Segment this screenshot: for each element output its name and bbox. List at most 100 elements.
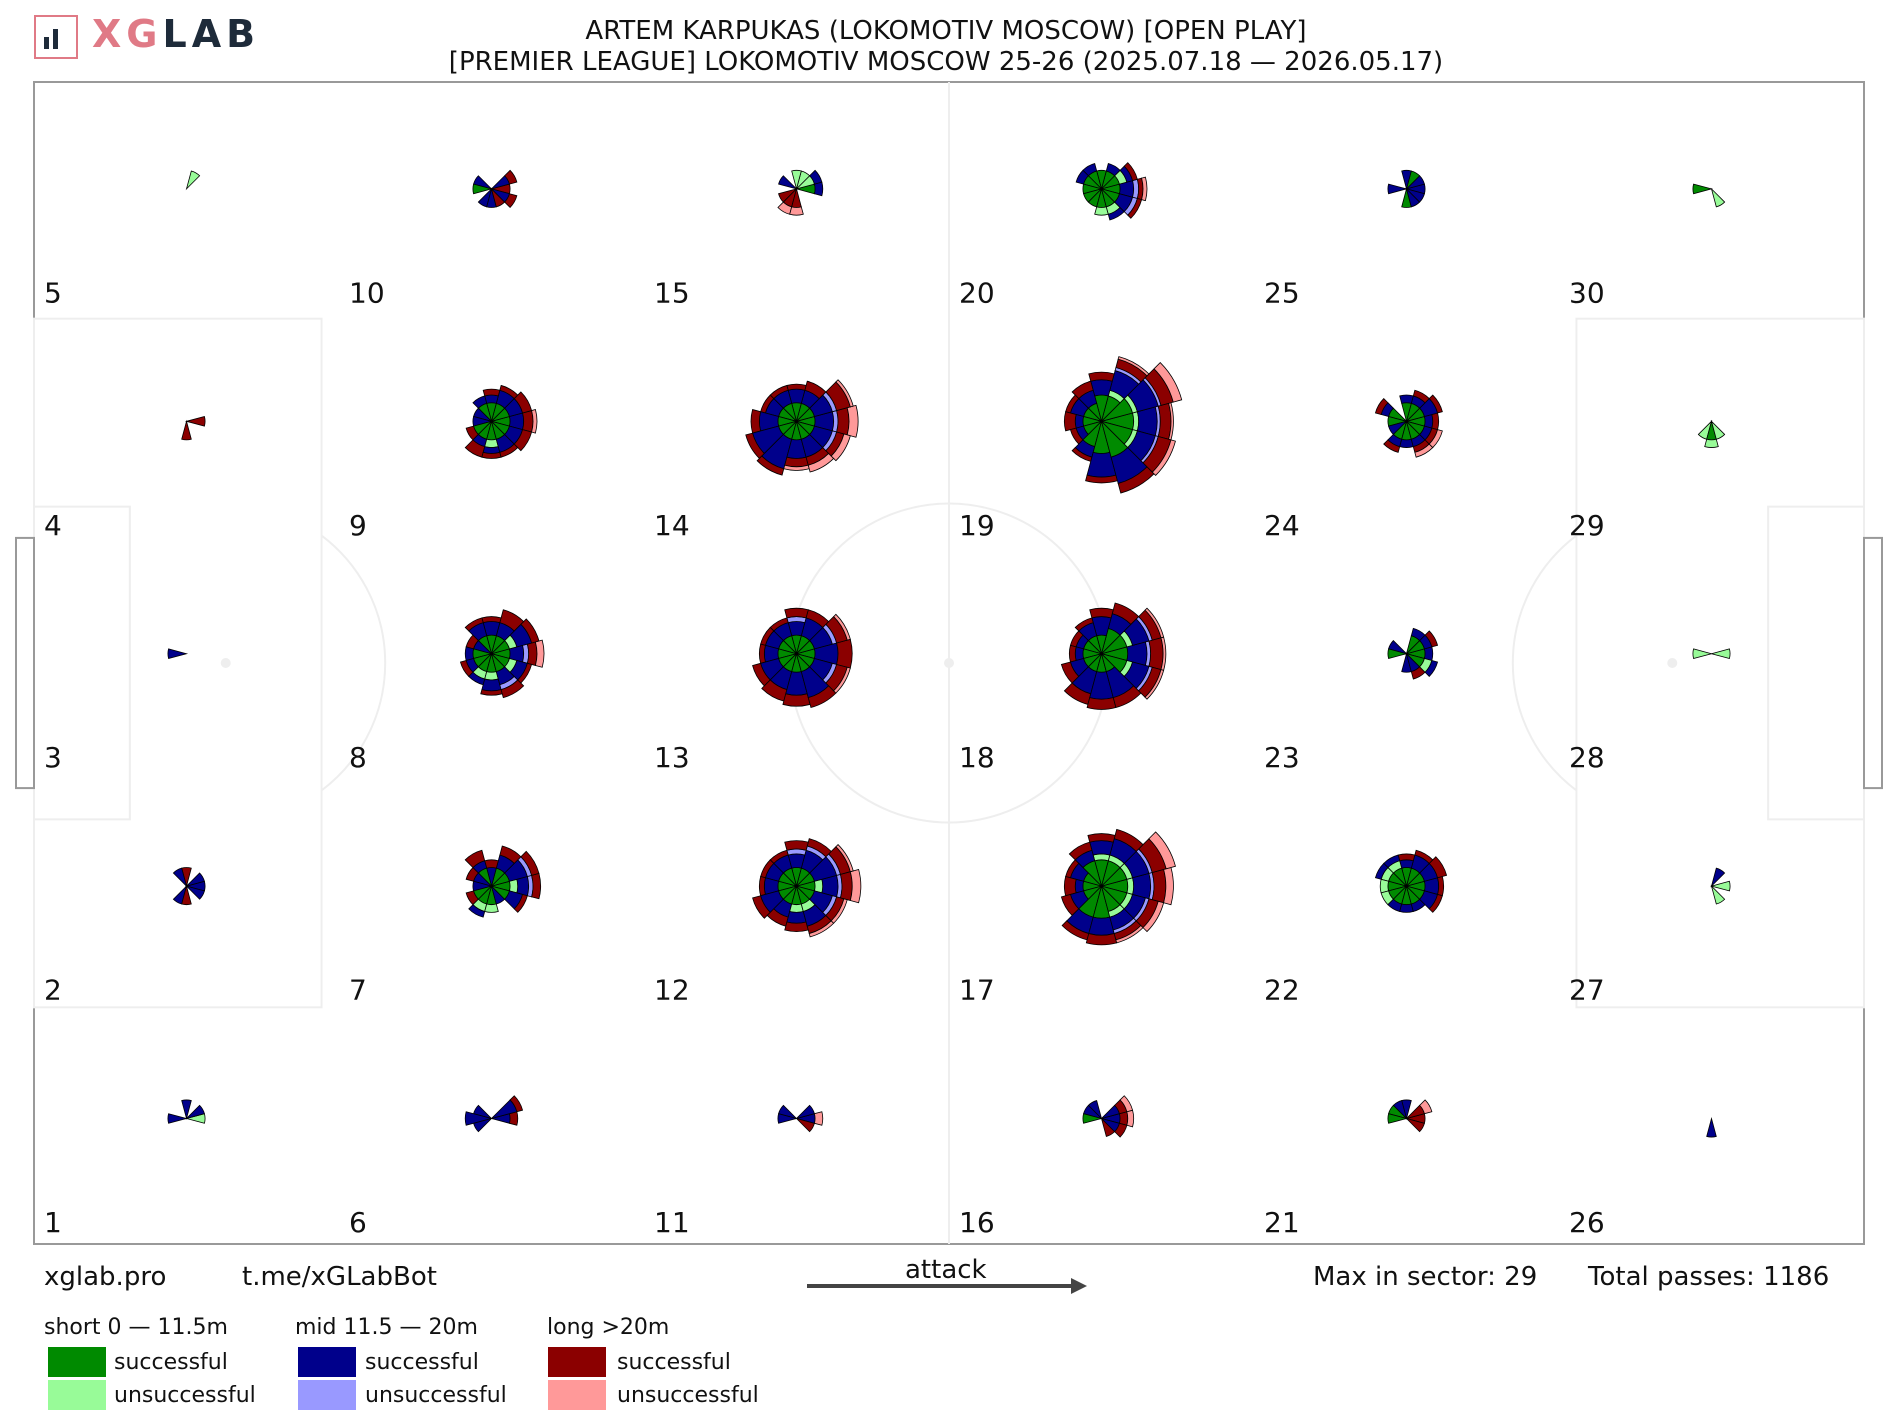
legend-long-success-swatch [548,1347,606,1377]
rose-wedge-z9-s9 [481,451,502,459]
rose-wedge-z17-s3 [1087,833,1116,843]
legend-short-title: short 0 — 11.5m [44,1315,228,1340]
rose-wedge-z7-s5 [465,866,479,882]
rose-wedge-z17-s0 [1126,877,1135,895]
pass-rose-zone-2 [172,867,206,906]
zone-number-19: 19 [959,509,995,542]
rose-wedge-z8-s11 [517,662,533,684]
rose-wedge-z21-s11 [1405,1117,1425,1133]
rose-wedge-z6-s6 [464,1111,494,1126]
rose-wedge-z12-s1 [835,844,854,873]
brand-logo: XGLAB [92,12,260,56]
rose-wedge-z22-s1 [1428,856,1448,879]
pass-rose-zone-7 [464,845,541,918]
rose-wedge-z19-s2 [1117,356,1150,377]
total-passes: Total passes: 1186 [1588,1262,1830,1292]
rose-wedge-z11-s6 [777,1113,799,1124]
pass-rose-zone-29 [1697,419,1726,448]
right-goal [1863,536,1883,790]
logo-icon [34,15,78,59]
rose-wedge-z2-s11 [185,885,205,900]
pitch-lines [15,81,1883,1245]
legend-long-fail-label: unsuccessful [617,1383,759,1408]
rose-wedge-z19-s1 [1153,362,1183,403]
rose-wedge-z13-s3 [784,607,809,619]
rose-wedge-z28-s6 [1692,648,1714,659]
rose-wedge-z25-s6 [1387,183,1409,195]
legend-short-success-swatch [48,1347,106,1377]
rose-wedge-z18-s11 [1144,669,1165,700]
zone-number-10: 10 [349,276,385,309]
pass-rose-zone-1 [167,1099,206,1124]
rose-wedge-z12-s9 [784,921,809,932]
legend-long-success-label: successful [617,1350,731,1375]
rose-wedge-z19-s0 [1157,402,1172,440]
rose-wedge-z6-s1 [509,1095,524,1113]
rose-wedge-z23-s1 [1424,630,1439,648]
rose-wedge-z21-s1 [1419,1099,1433,1115]
zone-number-2: 2 [44,974,62,1007]
rose-wedge-z13-s11 [833,666,851,694]
pass-rose-zone-15 [777,169,824,216]
rose-wedge-z22-s0 [1437,876,1445,897]
rose-wedge-z13-s9 [782,693,811,707]
zone-labels: 1234567891011121314151617181920212223242… [44,276,1605,1239]
bot-link[interactable]: t.me/xGLabBot [242,1262,437,1292]
zone-number-3: 3 [44,741,62,774]
rose-wedge-z18-s1 [1144,607,1165,639]
zone-number-12: 12 [654,974,690,1007]
rose-wedge-z14-s3 [786,383,807,391]
rose-wedge-z29-s10 [1710,419,1726,440]
rose-wedge-z4-s9 [181,419,192,441]
rose-wedge-z17-s0 [1151,868,1167,904]
rose-wedge-z7-s4 [464,849,486,869]
zone-number-17: 17 [959,974,995,1007]
zone-number-20: 20 [959,276,995,309]
rose-wedge-z8-s3 [481,616,502,624]
rose-wedge-z24-s5 [1374,397,1389,415]
pass-rose-zone-6 [464,1095,524,1133]
rose-wedge-z18-s2 [1111,602,1140,625]
pass-rose-zone-10 [472,169,518,209]
pass-rose-zone-24 [1374,389,1443,458]
rose-wedge-z7-s9 [484,903,499,913]
rose-wedge-z6-s7 [473,1117,493,1133]
zone-number-21: 21 [1264,1206,1300,1239]
right-penalty-arc [1511,534,1578,792]
legend-mid-success-swatch [298,1347,356,1377]
rose-wedge-z20-s2 [1105,163,1121,177]
rose-wedge-z27-s2 [1710,867,1726,888]
rose-wedge-z12-s6 [758,876,766,897]
pass-rose-zone-22 [1374,849,1448,913]
rose-wedge-z17-s6 [1063,876,1077,897]
rose-wedge-z2-s1 [185,872,205,887]
rose-wedge-z24-s1 [1428,394,1443,414]
pass-rose-zone-14 [745,379,859,476]
rose-wedge-z30-s10 [1710,187,1726,208]
rose-wedge-z13-s6 [758,643,766,664]
rose-wedge-z7-s11 [513,893,528,913]
zone-number-4: 4 [44,509,62,542]
chart-subtitle: [PREMIER LEAGUE] LOKOMOTIV MOSCOW 25-26 … [448,47,1444,77]
pass-rose-zone-21 [1387,1099,1433,1133]
rose-wedge-z17-s1 [1148,831,1176,870]
bar-chart-icon [44,29,58,49]
site-link[interactable]: xglab.pro [44,1262,167,1292]
rose-wedge-z28-s0 [1709,648,1731,659]
rose-wedge-z17-s3 [1089,840,1114,856]
rose-wedge-z14-s8 [756,455,785,476]
rose-wedge-z12-s0 [849,868,862,904]
pass-rose-zone-11 [777,1104,824,1133]
zone-number-7: 7 [349,974,367,1007]
rose-wedge-z12-s7 [752,895,771,919]
rose-wedge-z14-s9 [784,456,809,468]
zone-number-28: 28 [1569,741,1605,774]
rose-wedge-z10-s6 [472,183,494,195]
pass-rose-zone-27 [1709,867,1731,905]
pass-rose-zone-28 [1692,648,1731,659]
pass-rose-zone-18 [1060,602,1167,710]
rose-wedge-z24-s8 [1383,439,1401,453]
rose-wedge-z12-s11 [830,898,848,924]
zone-number-25: 25 [1264,276,1300,309]
